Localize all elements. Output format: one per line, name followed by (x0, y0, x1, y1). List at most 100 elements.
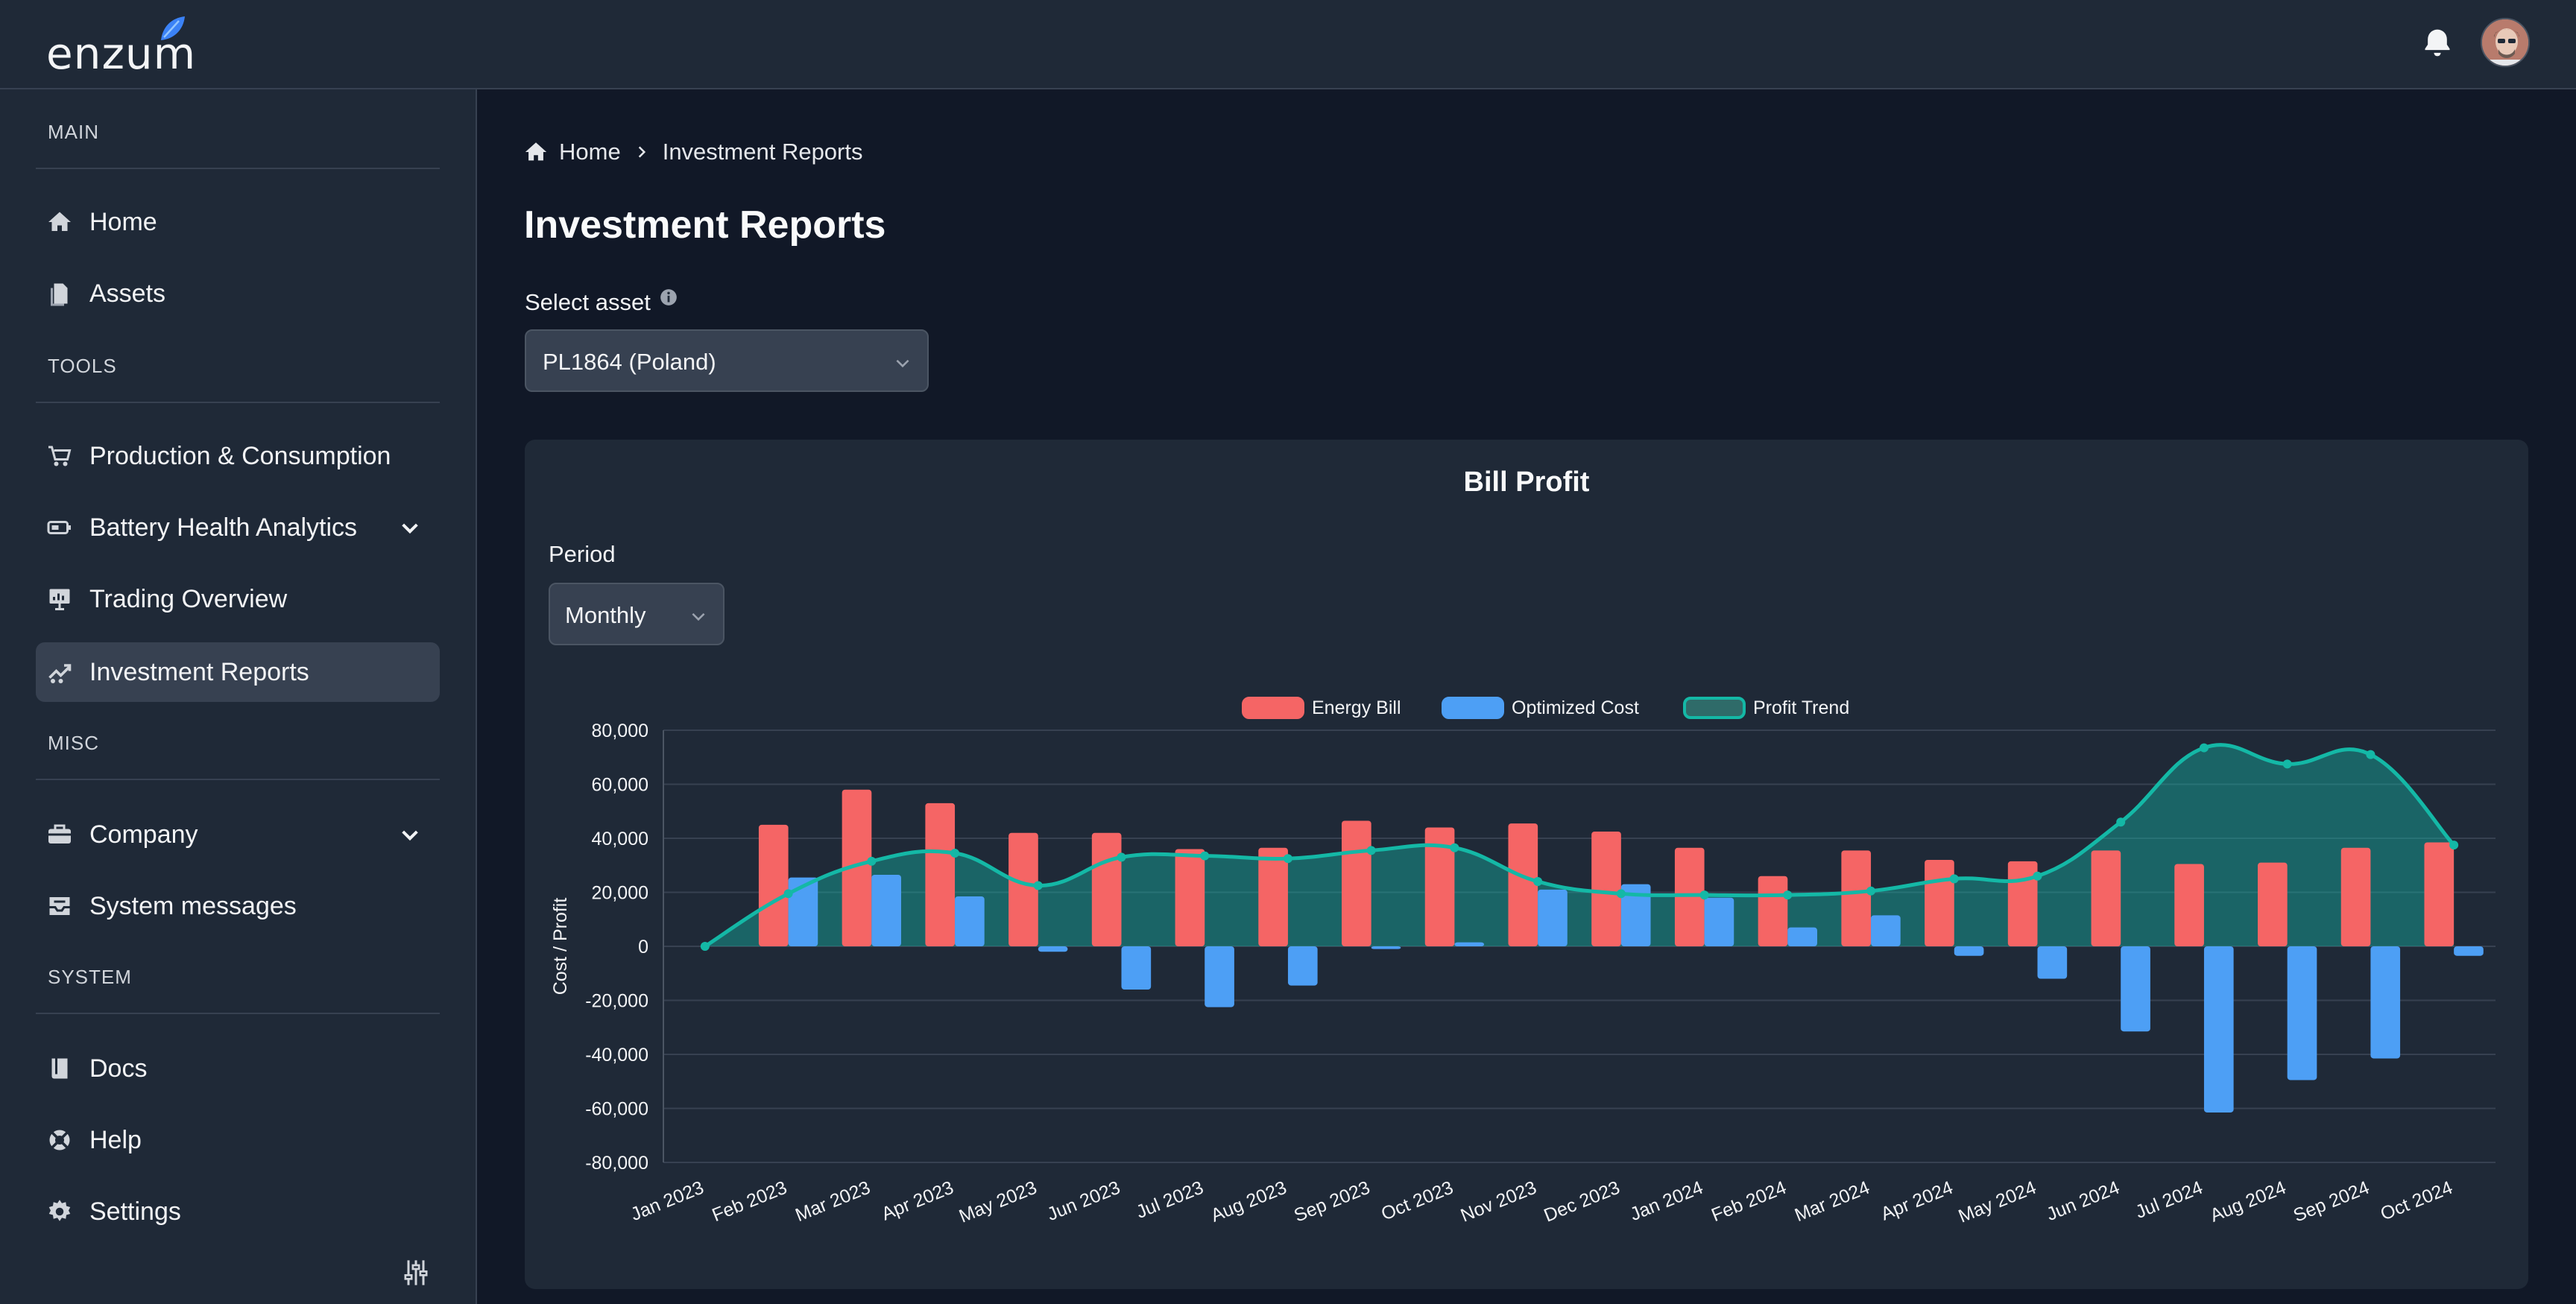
chevron-down-icon (692, 613, 705, 621)
y-tick-label: -60,000 (585, 1099, 648, 1120)
optimized-cost-bar (2203, 946, 2234, 1112)
sidebar-item-label: Home (89, 207, 157, 236)
profit-trend-point (1949, 874, 1959, 884)
profit-trend-point (2366, 750, 2375, 759)
optimized-cost-bar (1371, 946, 1401, 949)
optimized-cost-bar (788, 877, 818, 946)
x-tick-label: Mar 2024 (1792, 1177, 1873, 1227)
sidebar-item-battery-health-analytics[interactable]: Battery Health Analytics (36, 498, 440, 557)
profit-trend-point (1616, 889, 1626, 899)
card-title: Bill Profit (1463, 466, 1590, 498)
sidebar-item-investment-reports[interactable]: Investment Reports (36, 642, 440, 702)
sidebar-item-assets[interactable]: Assets (36, 264, 440, 323)
home-icon (48, 212, 71, 231)
user-avatar[interactable] (2481, 18, 2530, 67)
sidebar-item-label: Battery Health Analytics (89, 513, 358, 542)
document-icon (51, 283, 68, 306)
x-tick-label: Aug 2024 (2207, 1177, 2289, 1227)
optimized-cost-bar (1454, 942, 1485, 946)
inbox-icon (49, 897, 70, 915)
optimized-cost-bar (1704, 897, 1734, 946)
energy-bill-bar (1342, 820, 1371, 946)
optimized-cost-bar (2037, 946, 2068, 979)
energy-bill-bar (1674, 847, 1705, 946)
optimized-cost-bar (1620, 884, 1651, 946)
x-tick-label: Oct 2023 (1378, 1177, 1456, 1225)
x-tick-label: Jul 2024 (2133, 1177, 2206, 1223)
info-icon[interactable] (659, 288, 678, 307)
period-select-value: Monthly (565, 602, 646, 628)
section-label-tools: TOOLS (48, 355, 117, 377)
period-select[interactable]: Monthly (549, 583, 724, 645)
profit-trend-point (1699, 890, 1709, 900)
optimized-cost-bar (2121, 946, 2150, 1032)
energy-bill-bar (1424, 827, 1455, 946)
section-label-main: MAIN (48, 121, 99, 143)
profit-trend-point (2199, 743, 2209, 753)
x-tick-label: Sep 2024 (2291, 1177, 2373, 1227)
energy-bill-bar (1508, 823, 1538, 946)
profit-trend-point (950, 848, 960, 858)
legend-label: Energy Bill (1312, 697, 1401, 718)
legend-label: Profit Trend (1753, 697, 1849, 718)
legend-swatch (1683, 697, 1746, 719)
optimized-cost-bar (1787, 927, 1817, 946)
y-tick-label: -80,000 (585, 1153, 648, 1174)
energy-bill-bar (1008, 832, 1038, 946)
sidebar-item-company[interactable]: Company (36, 805, 440, 864)
legend-swatch (1442, 697, 1504, 719)
sidebar-item-production-consumption[interactable]: Production & Consumption (36, 426, 440, 486)
chart-line-icon (48, 664, 72, 683)
sliders-icon[interactable] (401, 1258, 431, 1288)
profit-trend-point (1450, 843, 1459, 852)
profit-trend-point (2449, 841, 2459, 850)
x-tick-label: Oct 2024 (2378, 1177, 2456, 1225)
book-icon (51, 1058, 68, 1079)
y-tick-label: -40,000 (585, 1045, 648, 1066)
leaf-logo-icon (161, 16, 185, 40)
bell-icon[interactable] (2421, 27, 2454, 60)
profit-trend-point (1117, 852, 1126, 862)
breadcrumb-home-link[interactable]: Home (559, 139, 621, 165)
chevron-down-icon[interactable] (398, 823, 422, 846)
energy-bill-bar (758, 824, 789, 946)
asset-select[interactable]: PL1864 (Poland) (525, 329, 929, 392)
sidebar: MAIN Home Assets TOOLS Production & Cons… (0, 89, 477, 1304)
sidebar-item-trading-overview[interactable]: Trading Overview (36, 569, 440, 629)
x-tick-label: Feb 2023 (709, 1177, 789, 1227)
profit-trend-point (2116, 817, 2126, 827)
energy-bill-bar (1758, 876, 1788, 946)
x-tick-label: Apr 2024 (1878, 1177, 1956, 1225)
sidebar-item-settings[interactable]: Settings (36, 1182, 440, 1241)
sidebar-item-system-messages[interactable]: System messages (36, 876, 440, 936)
sidebar-item-label: System messages (89, 891, 297, 920)
optimized-cost-bar (2287, 946, 2317, 1080)
y-tick-label: -20,000 (585, 991, 648, 1012)
chevron-down-icon[interactable] (398, 516, 422, 539)
optimized-cost-bar (1121, 946, 1152, 990)
breadcrumb: Home Investment Reports (523, 139, 863, 165)
sidebar-item-home[interactable]: Home (36, 192, 440, 252)
energy-bill-bar (2424, 842, 2455, 946)
sidebar-item-docs[interactable]: Docs (36, 1039, 440, 1098)
energy-bill-bar (2340, 847, 2371, 946)
x-tick-label: Dec 2023 (1541, 1177, 1623, 1227)
x-tick-label: Aug 2023 (1208, 1177, 1289, 1227)
profit-trend-point (700, 942, 710, 951)
x-tick-label: Feb 2024 (1708, 1177, 1790, 1227)
profit-trend-point (2033, 871, 2042, 881)
y-tick-label: 0 (638, 937, 648, 958)
energy-bill-bar (1175, 849, 1205, 946)
x-tick-label: Nov 2023 (1458, 1177, 1540, 1227)
profit-trend-point (867, 856, 877, 866)
profit-trend-point (1033, 881, 1043, 890)
energy-bill-bar (1091, 832, 1122, 946)
lifebuoy-icon (49, 1130, 70, 1151)
home-icon[interactable] (523, 139, 549, 165)
x-tick-label: Mar 2023 (792, 1177, 873, 1227)
sidebar-item-help[interactable]: Help (36, 1110, 440, 1170)
energy-bill-bar (2174, 864, 2204, 946)
chevron-down-icon (896, 359, 909, 368)
x-tick-label: May 2023 (956, 1177, 1040, 1227)
page-title: Investment Reports (524, 203, 886, 247)
